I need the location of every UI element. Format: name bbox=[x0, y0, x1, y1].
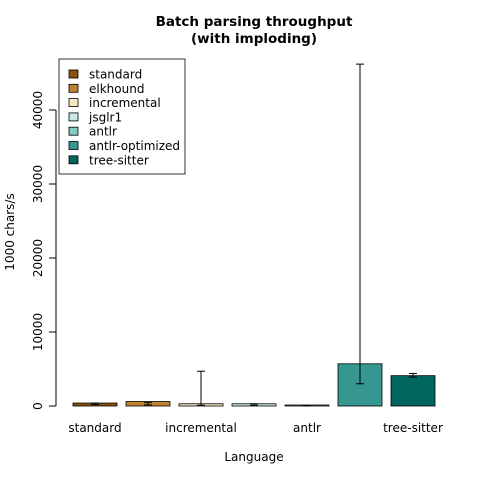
legend-label-jsglr1: jsglr1 bbox=[88, 110, 122, 124]
legend-swatch-standard bbox=[68, 69, 79, 79]
legend-label-standard: standard bbox=[89, 68, 142, 82]
legend-swatch-tree-sitter bbox=[68, 155, 79, 165]
y-tick-label: 20000 bbox=[31, 239, 45, 277]
bars bbox=[72, 363, 436, 407]
chart-title-line2: (with imploding) bbox=[191, 31, 317, 47]
legend-swatch-incremental bbox=[68, 98, 79, 107]
y-axis: 0 10000 20000 30000 40000 bbox=[31, 91, 57, 410]
x-tick-labels: standard incremental antlr tree-sitter bbox=[68, 421, 443, 435]
legend-box bbox=[58, 58, 186, 175]
legend-swatch-antlr bbox=[68, 126, 79, 136]
x-tick-label: antlr bbox=[293, 421, 321, 435]
error-bars bbox=[91, 63, 417, 407]
y-tick-label: 30000 bbox=[31, 165, 45, 203]
y-axis-label: 1000 chars/s bbox=[3, 193, 17, 270]
legend-swatch-elkhound bbox=[68, 83, 79, 93]
legend-swatch-antlr-optimized bbox=[68, 141, 79, 150]
y-tick-label: 0 bbox=[31, 402, 45, 410]
chart-title-line1: Batch parsing throughput bbox=[156, 14, 353, 30]
legend-swatch-jsglr1 bbox=[68, 112, 79, 122]
x-tick-label: standard bbox=[68, 421, 121, 435]
y-tick-label: 10000 bbox=[31, 313, 45, 351]
legend-label-tree-sitter: tree-sitter bbox=[89, 153, 149, 167]
bar-tree-sitter bbox=[390, 375, 436, 407]
x-tick-label: incremental bbox=[165, 421, 237, 435]
legend-label-antlr-optimized: antlr-optimized bbox=[89, 139, 180, 153]
x-axis-label: Language bbox=[224, 450, 283, 464]
legend: standardelkhoundincrementaljsglr1antlran… bbox=[58, 58, 186, 175]
legend-label-elkhound: elkhound bbox=[89, 82, 144, 96]
legend-label-antlr: antlr bbox=[89, 125, 117, 139]
x-tick-label: tree-sitter bbox=[383, 421, 443, 435]
y-tick-label: 40000 bbox=[31, 91, 45, 129]
legend-label-incremental: incremental bbox=[89, 96, 161, 110]
